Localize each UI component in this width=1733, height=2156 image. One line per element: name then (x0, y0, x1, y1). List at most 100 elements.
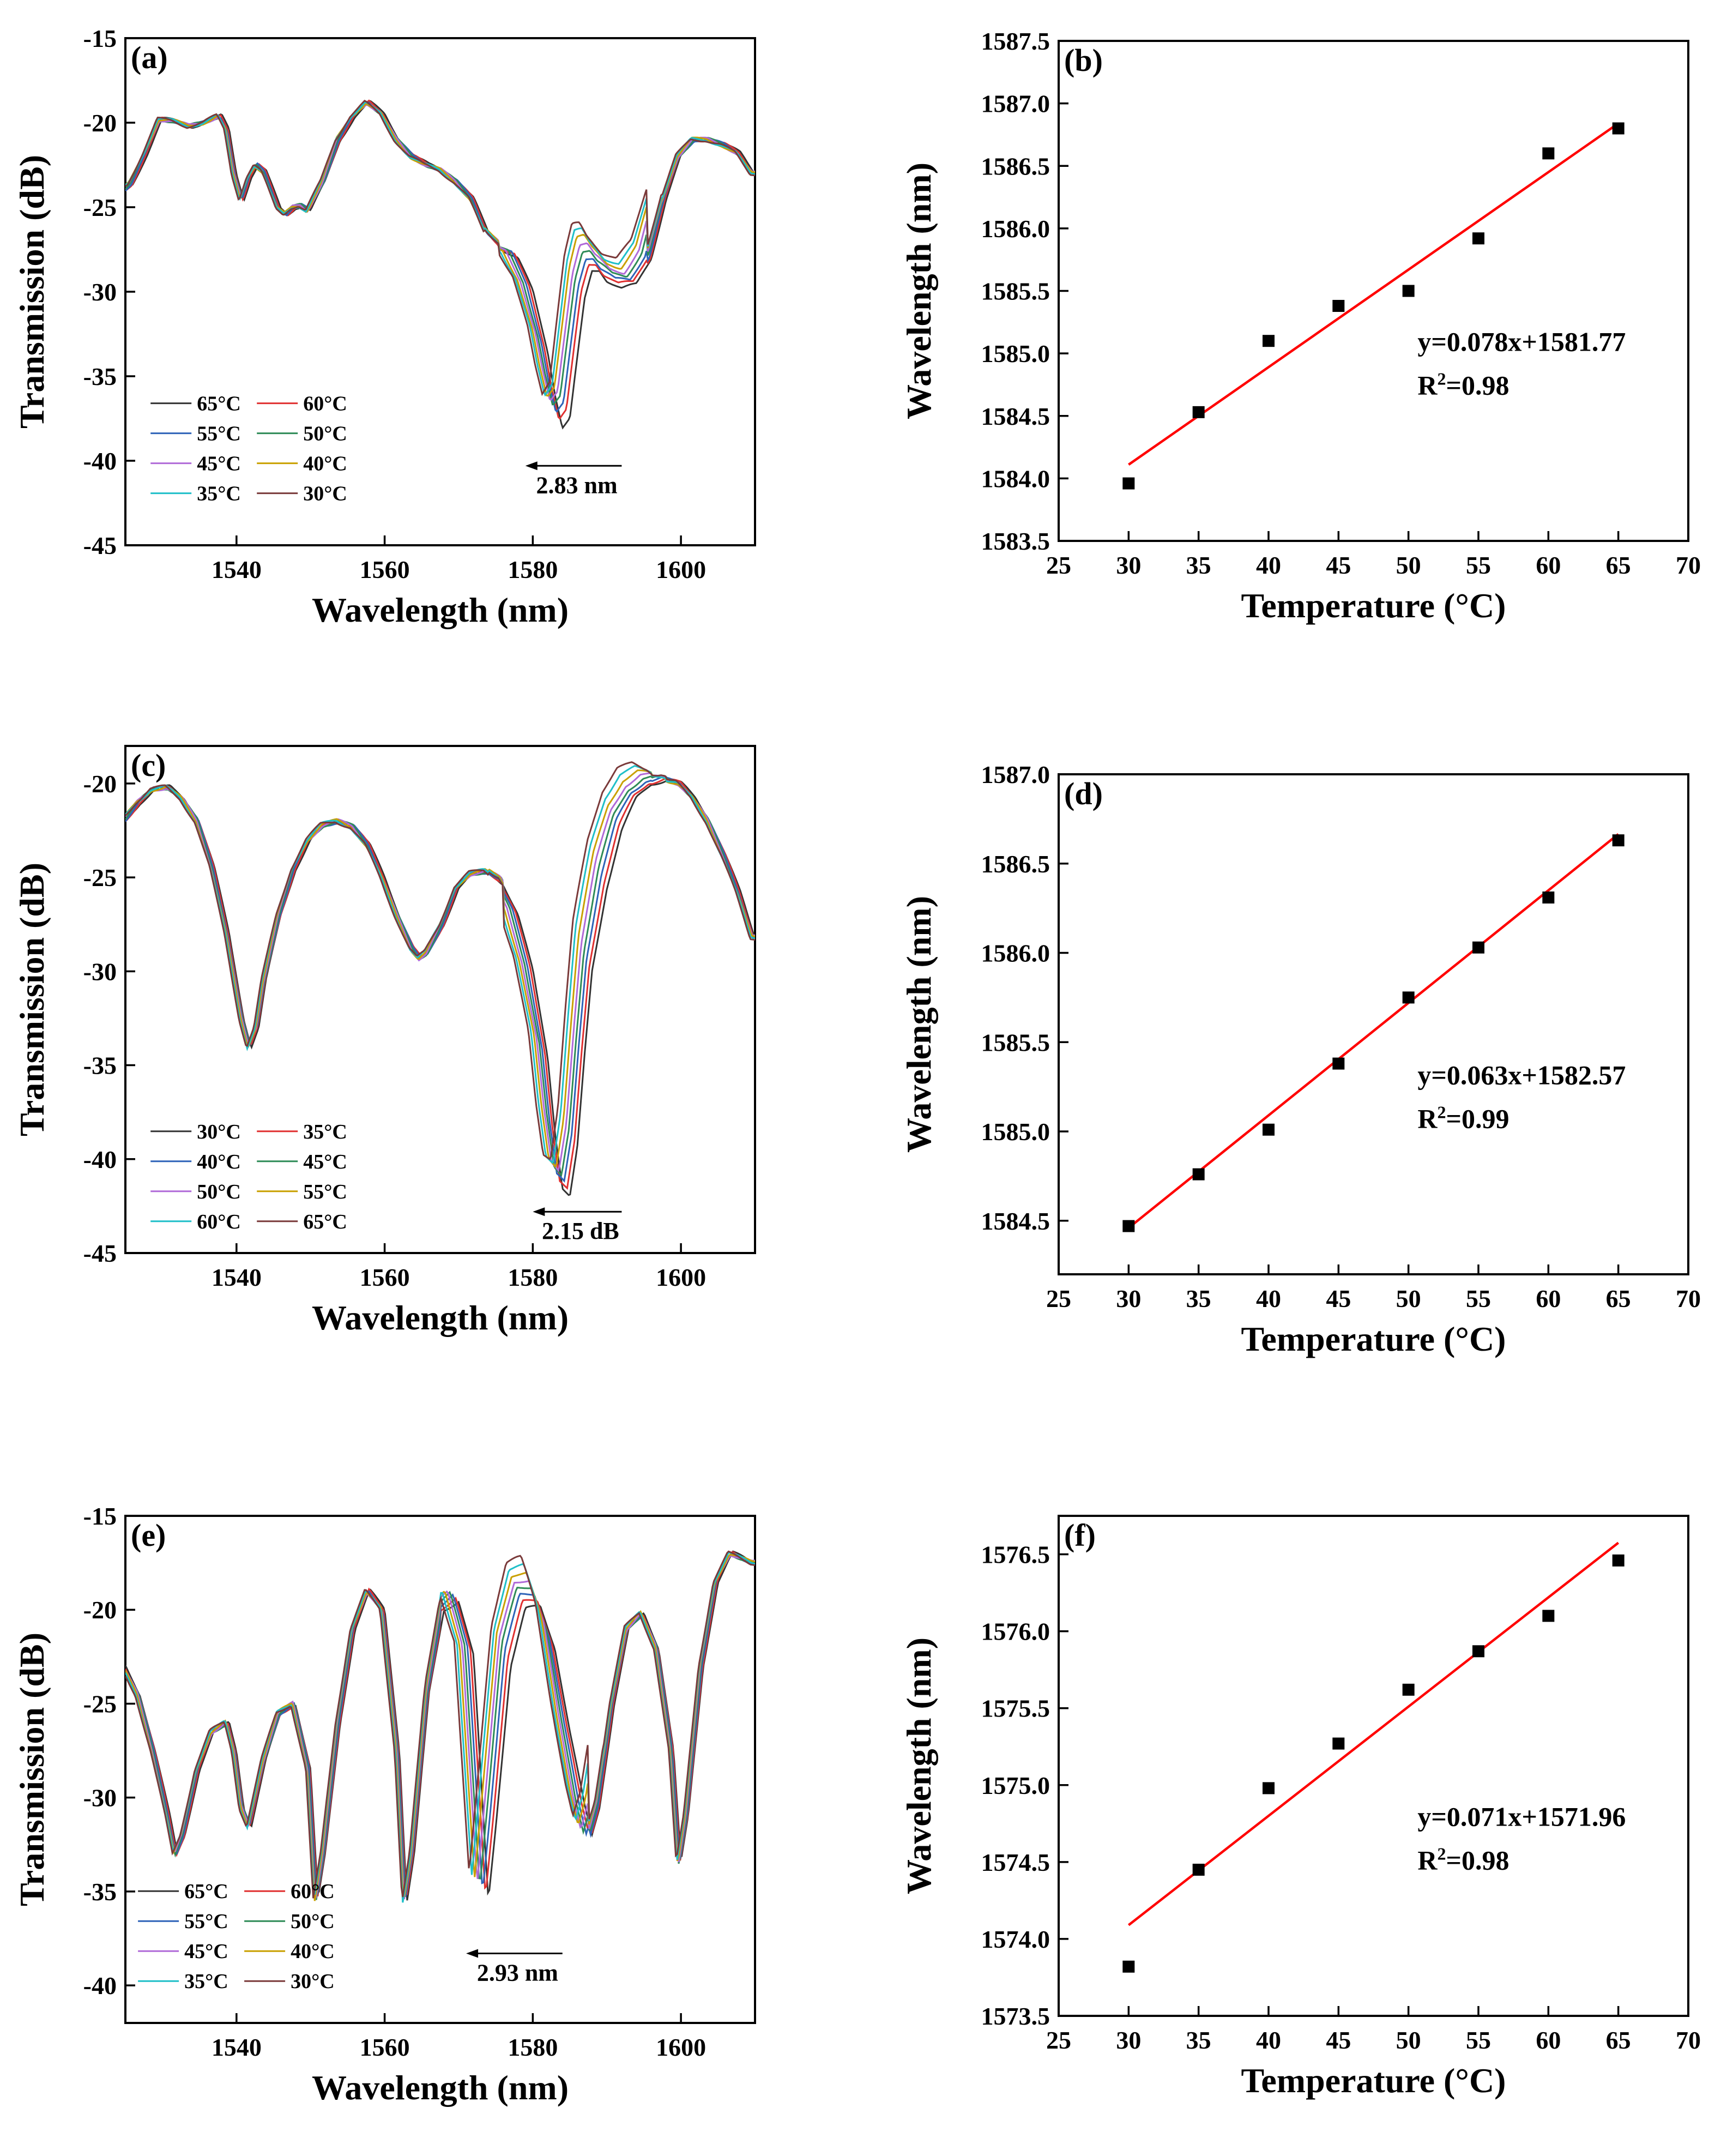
y-tick-label: -40 (83, 1146, 117, 1173)
legend-entry: 60°C (291, 1880, 335, 1903)
legend-entry: 45°C (197, 453, 241, 475)
x-tick-label: 25 (1046, 1285, 1071, 1312)
y-tick-label: 1585.0 (981, 340, 1050, 368)
data-point (1542, 1610, 1555, 1622)
data-point (1122, 1960, 1135, 1973)
y-tick-label: -20 (83, 1596, 117, 1624)
r-squared: R2=0.98 (1417, 1844, 1509, 1876)
fit-equation: y=0.071x+1571.96 (1417, 1802, 1626, 1832)
panel-label: (d) (1064, 776, 1103, 811)
r-squared-superscript: 2 (1437, 369, 1446, 389)
x-tick-label: 1580 (508, 1263, 558, 1291)
x-axis-title: Temperature (°C) (1241, 1320, 1506, 1358)
x-axis-title: Temperature (°C) (1241, 2061, 1506, 2100)
y-axis-title: Wavelength (nm) (899, 162, 938, 419)
series-line-40c (125, 103, 755, 397)
series-line-65c (125, 100, 755, 430)
data-point (1472, 941, 1484, 954)
x-tick-label: 30 (1116, 1285, 1141, 1312)
series-line-30c (125, 1550, 755, 1899)
series-line-30c (125, 99, 755, 396)
x-tick-label: 60 (1536, 551, 1561, 579)
r-squared-symbol: R (1417, 1104, 1438, 1134)
y-axis-title: Transmission (dB) (13, 863, 51, 1136)
y-tick-label: -30 (83, 957, 117, 985)
fit-line (1127, 1541, 1620, 1926)
panel-label: (b) (1064, 43, 1103, 78)
series-line-50c (125, 103, 755, 406)
data-point (1472, 1645, 1484, 1658)
legend-entry: 65°C (303, 1211, 347, 1233)
r-squared-superscript: 2 (1437, 1844, 1446, 1864)
legend-entry: 60°C (197, 1211, 241, 1233)
panel-label: (f) (1064, 1517, 1096, 1553)
data-point (1122, 477, 1135, 490)
y-tick-label: -25 (83, 1690, 117, 1718)
panel-label: (e) (131, 1517, 166, 1553)
r-squared-value: =0.98 (1446, 1845, 1509, 1876)
x-axis-title: Wavelength (nm) (312, 1298, 569, 1337)
r-squared: R2=0.98 (1417, 369, 1509, 401)
x-tick-label: 45 (1326, 2026, 1351, 2054)
x-tick-label: 25 (1046, 551, 1071, 579)
plot-frame (124, 745, 756, 1254)
panel-label: (a) (131, 40, 168, 75)
legend-entry: 50°C (291, 1910, 335, 1933)
x-tick-label: 55 (1466, 1285, 1491, 1312)
x-tick-label: 1540 (212, 1263, 262, 1291)
data-point (1402, 991, 1415, 1004)
data-point (1192, 406, 1205, 418)
y-tick-label: -45 (83, 1239, 117, 1267)
y-tick-label: 1586.5 (981, 850, 1050, 878)
x-tick-label: 65 (1606, 1285, 1631, 1312)
x-tick-label: 65 (1606, 2026, 1631, 2054)
shift-arrow-head (525, 461, 538, 471)
x-tick-label: 55 (1466, 2026, 1491, 2054)
legend-entry: 35°C (303, 1121, 347, 1143)
legend-entry: 50°C (197, 1181, 241, 1203)
series-line-60c (125, 99, 755, 420)
y-axis-title: Wavelength (nm) (899, 1637, 938, 1894)
legend-entry: 50°C (303, 423, 347, 445)
series-line-65c (125, 761, 755, 1160)
x-tick-label: 35 (1186, 1285, 1211, 1312)
data-point (1402, 285, 1415, 297)
y-tick-label: 1587.0 (981, 90, 1050, 118)
legend-entry: 40°C (197, 1151, 241, 1173)
x-tick-label: 1540 (212, 556, 262, 583)
y-tick-label: 1586.0 (981, 940, 1050, 967)
shift-annotation: 2.83 nm (536, 472, 618, 498)
x-tick-label: 35 (1186, 2026, 1211, 2054)
x-tick-label: 30 (1116, 551, 1141, 579)
series-line-55c (125, 769, 755, 1169)
legend-entry: 35°C (197, 483, 241, 505)
panel-a: 1540 1560 1580 1600 -45 -40 -35 -30 -25 -20 -15 Wav… (13, 25, 756, 629)
x-tick-label: 1600 (656, 556, 706, 583)
x-tick-label: 1600 (656, 2033, 706, 2061)
plot-frame (1058, 1515, 1689, 2017)
x-axis-title: Wavelength (nm) (312, 2068, 569, 2107)
legend-entry: 30°C (291, 1970, 335, 1993)
data-point (1263, 335, 1275, 347)
x-tick-label: 1580 (508, 556, 558, 583)
r-squared-value: =0.99 (1446, 1104, 1509, 1134)
y-tick-label: 1585.5 (981, 1028, 1050, 1056)
panel-b: 25 30 35 40 45 50 55 60 65 70 1583.5 1584.0 1584.5 15… (899, 27, 1701, 625)
series-line-45c (125, 774, 755, 1177)
x-tick-label: 50 (1396, 2026, 1421, 2054)
data-point (1402, 1683, 1415, 1696)
data-point (1542, 147, 1555, 160)
data-point (1612, 122, 1625, 135)
series-group (125, 761, 755, 1196)
r-squared: R2=0.99 (1417, 1103, 1509, 1134)
y-tick-label: 1574.0 (981, 1925, 1050, 1953)
y-tick-label: 1576.5 (981, 1541, 1050, 1569)
legend-entry: 40°C (291, 1940, 335, 1963)
y-tick-label: 1587.0 (981, 761, 1050, 788)
y-tick-label: -30 (83, 1784, 117, 1812)
x-axis-title: Wavelength (nm) (312, 591, 569, 629)
series-group (125, 99, 755, 430)
x-tick-label: 70 (1676, 1285, 1701, 1312)
plot-frame (124, 1515, 756, 2024)
legend-entry: 40°C (303, 453, 347, 475)
